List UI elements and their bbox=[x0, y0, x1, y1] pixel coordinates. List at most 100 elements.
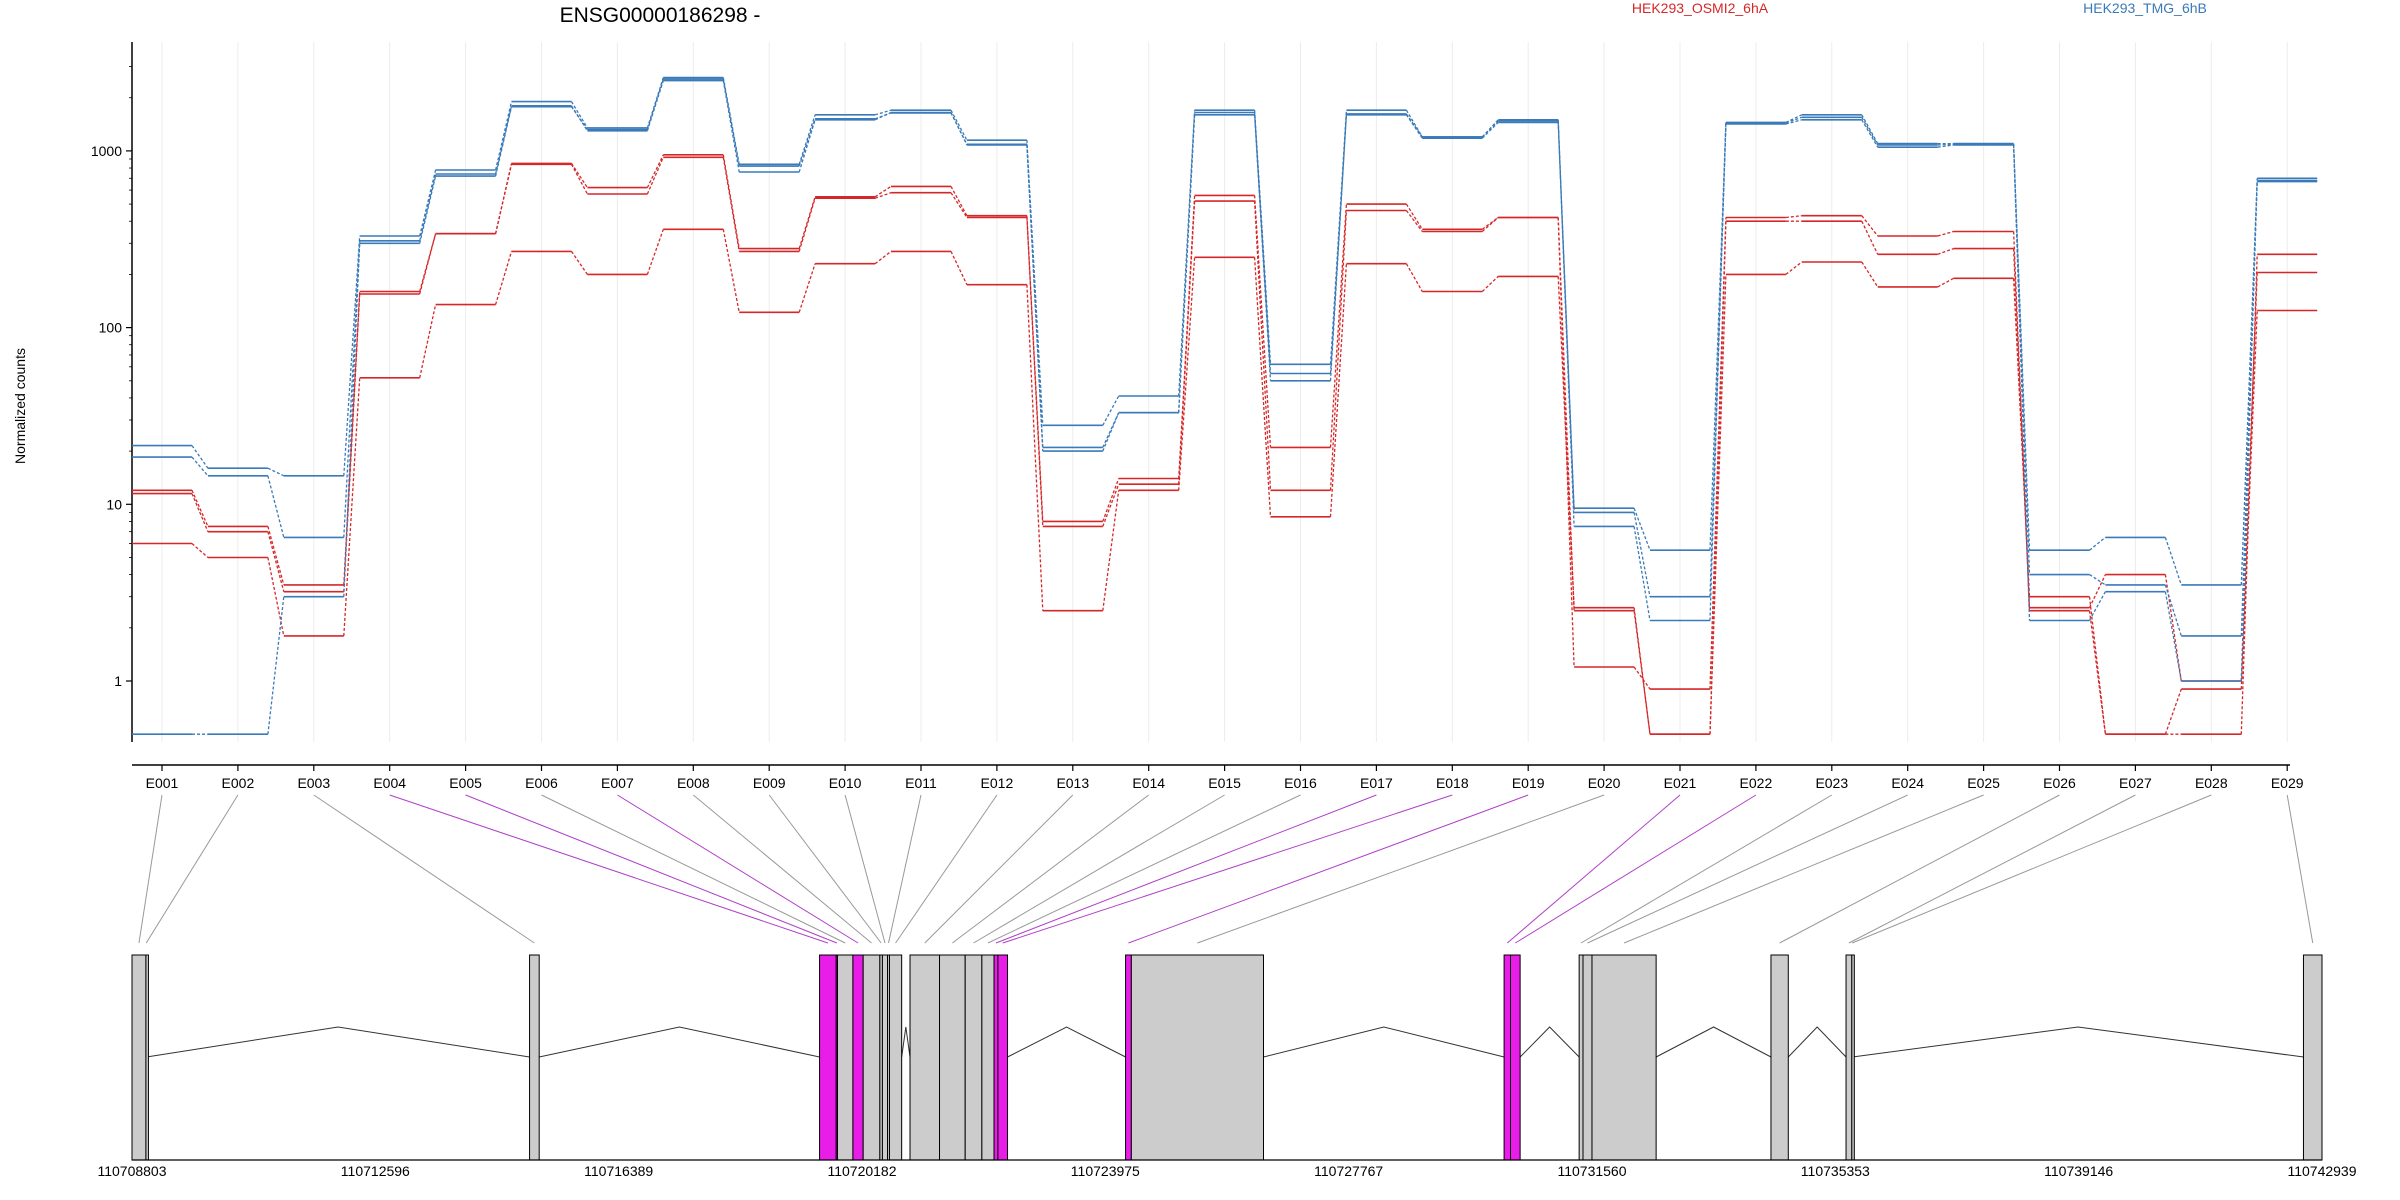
x-tick-label: E025 bbox=[1967, 775, 2000, 791]
exon-connector bbox=[768, 794, 882, 944]
exon-connector bbox=[1515, 794, 1757, 944]
x-tick-label: E016 bbox=[1284, 775, 1317, 791]
exon-connector bbox=[844, 794, 886, 944]
exon-block bbox=[939, 954, 966, 1161]
x-tick-label: E006 bbox=[525, 775, 558, 791]
exon-connector bbox=[389, 794, 829, 944]
exon-connector bbox=[952, 794, 1150, 944]
exon-block bbox=[837, 954, 854, 1161]
exon-block bbox=[1851, 954, 1855, 1161]
coordinate-label: 110712596 bbox=[341, 1163, 410, 1179]
x-tick-label: E009 bbox=[753, 775, 786, 791]
y-tick-label: 1 bbox=[114, 673, 122, 689]
y-tick-label: 1000 bbox=[91, 143, 122, 159]
legend-series-1: HEK293_OSMI2_6hA bbox=[1632, 0, 1769, 16]
series-connector-1-rep-2 bbox=[191, 157, 2258, 735]
exon-block bbox=[1770, 954, 1789, 1161]
x-tick-label: E022 bbox=[1740, 775, 1773, 791]
intron-line bbox=[146, 1026, 530, 1058]
series-line-1-rep-2 bbox=[132, 156, 2318, 735]
x-tick-label: E003 bbox=[297, 775, 330, 791]
exon-block bbox=[2302, 954, 2323, 1161]
series-lines bbox=[132, 76, 2318, 735]
x-tick-label: E015 bbox=[1208, 775, 1241, 791]
grid-lines bbox=[161, 42, 2288, 742]
exon-connector bbox=[692, 794, 872, 944]
coordinate-label: 110727767 bbox=[1314, 1163, 1383, 1179]
exon-block bbox=[131, 954, 147, 1161]
exon-connector bbox=[138, 794, 163, 944]
x-tick-label: E008 bbox=[677, 775, 710, 791]
exon-block bbox=[1578, 954, 1584, 1161]
x-tick-label: E018 bbox=[1436, 775, 1469, 791]
exon-connector bbox=[987, 794, 1301, 944]
x-tick-label: E005 bbox=[449, 775, 482, 791]
exon-block bbox=[993, 954, 999, 1161]
coordinate-label: 110720182 bbox=[827, 1163, 896, 1179]
exon-block bbox=[1510, 954, 1521, 1161]
x-tick-label: E002 bbox=[222, 775, 255, 791]
series-connector-2-rep-3 bbox=[192, 78, 2258, 735]
exon-block bbox=[1582, 954, 1593, 1161]
exon-connector bbox=[1623, 794, 1984, 944]
intron-line bbox=[1263, 1026, 1505, 1058]
x-tick-label: E017 bbox=[1360, 775, 1393, 791]
exon-connector bbox=[617, 794, 859, 944]
coordinate-label: 110735353 bbox=[1801, 1163, 1870, 1179]
series-line-2-rep-1 bbox=[132, 76, 2318, 586]
x-tick-label: E012 bbox=[981, 775, 1014, 791]
x-tick-label: E021 bbox=[1664, 775, 1697, 791]
exon-block bbox=[1845, 954, 1853, 1161]
exon-connector bbox=[1779, 794, 2060, 944]
exon-connector bbox=[924, 794, 1074, 944]
series-line-1-rep-3 bbox=[132, 228, 2318, 735]
y-axis-label: Normalized counts bbox=[12, 348, 28, 464]
x-tick-label: E001 bbox=[146, 775, 179, 791]
exon-connector bbox=[2286, 794, 2314, 944]
intron-line bbox=[1655, 1026, 1772, 1058]
series-line-1-rep-1 bbox=[132, 154, 2318, 735]
x-tick-label: E023 bbox=[1815, 775, 1848, 791]
exon-block bbox=[1503, 954, 1512, 1161]
x-tick-label: E026 bbox=[2043, 775, 2076, 791]
exon-block bbox=[852, 954, 864, 1161]
series-connector-1-rep-3 bbox=[191, 229, 2258, 735]
y-tick-label: 10 bbox=[106, 496, 122, 512]
x-tick-label: E028 bbox=[2195, 775, 2228, 791]
exon-block bbox=[1125, 954, 1132, 1161]
x-tick-label: E024 bbox=[1891, 775, 1924, 791]
intron-line bbox=[1519, 1026, 1580, 1058]
exon-block bbox=[1591, 954, 1657, 1161]
exon-connector bbox=[1580, 794, 1833, 944]
y-axis: 1 10 100 1000 bbox=[91, 42, 133, 742]
exon-block bbox=[881, 954, 889, 1161]
exon-block bbox=[981, 954, 995, 1161]
exon-block bbox=[819, 954, 837, 1161]
exon-connector bbox=[1197, 794, 1605, 944]
x-tick-label: E029 bbox=[2271, 775, 2304, 791]
coordinate-label: 110723975 bbox=[1071, 1163, 1140, 1179]
series-connector-1-rep-1 bbox=[191, 154, 2258, 735]
exon-block bbox=[888, 954, 903, 1161]
exon-connector bbox=[465, 794, 838, 944]
x-axis: E001 E002 E003 E004 E005 E006 E007 E008 E009 E010… bbox=[132, 764, 2304, 791]
x-tick-label: E020 bbox=[1588, 775, 1621, 791]
x-tick-label: E010 bbox=[829, 775, 862, 791]
chart-title: ENSG00000186298 - bbox=[560, 4, 761, 27]
intron-line bbox=[1787, 1026, 1847, 1058]
x-tick-label: E007 bbox=[601, 775, 634, 791]
exon-connector-lines bbox=[138, 794, 2314, 944]
exon-connector bbox=[888, 794, 922, 944]
coordinate-label: 110742939 bbox=[2287, 1163, 2356, 1179]
exon-connector bbox=[1848, 794, 2136, 944]
x-tick-label: E019 bbox=[1512, 775, 1545, 791]
intron-line bbox=[1852, 1026, 2304, 1058]
exon-block bbox=[964, 954, 983, 1161]
exon-block bbox=[997, 954, 1009, 1161]
x-tick-label: E004 bbox=[373, 775, 406, 791]
exon-connector bbox=[895, 794, 998, 944]
coordinate-label: 110739146 bbox=[2044, 1163, 2113, 1179]
coordinate-label: 110708803 bbox=[97, 1163, 166, 1179]
gene-model: 110708803 110712596 110716389 110720182 1107… bbox=[97, 954, 2357, 1179]
